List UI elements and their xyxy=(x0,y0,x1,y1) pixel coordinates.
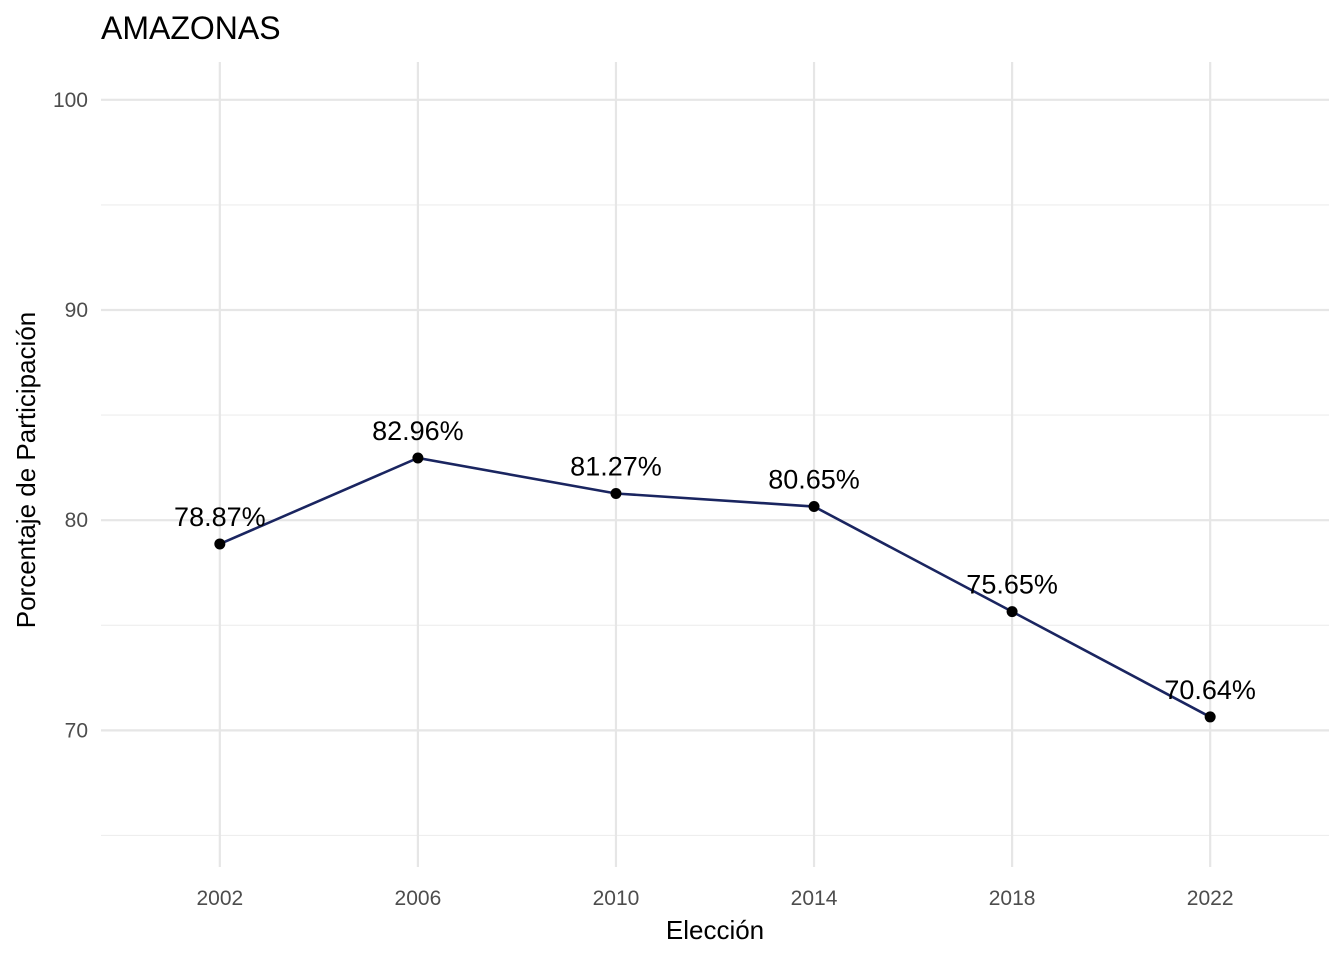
y-axis-title: Porcentaje de Participación xyxy=(11,312,41,629)
chart-title: AMAZONAS xyxy=(101,10,281,46)
y-tick-label: 90 xyxy=(65,299,88,322)
x-tick-label: 2006 xyxy=(395,887,442,910)
data-label: 81.27% xyxy=(570,452,662,482)
data-point xyxy=(808,501,820,513)
series-line xyxy=(219,456,1211,719)
x-tick-label: 2014 xyxy=(791,887,838,910)
data-label: 82.96% xyxy=(372,416,464,446)
series-layer: 78.87% 82.96% 81.27% 80.65% 75.65% 70.64% xyxy=(174,416,1256,723)
data-label: 80.65% xyxy=(768,465,860,495)
x-tick-label: 2018 xyxy=(989,887,1036,910)
y-tick-label: 70 xyxy=(65,719,88,742)
data-label: 70.64% xyxy=(1164,675,1256,705)
data-label: 78.87% xyxy=(174,502,266,532)
data-label: 75.65% xyxy=(966,570,1058,600)
x-tick-labels: 2002 2006 2010 2014 2018 2022 xyxy=(196,887,1233,910)
x-tick-label: 2022 xyxy=(1187,887,1234,910)
y-tick-labels: 70 80 90 100 xyxy=(53,89,88,743)
data-point xyxy=(1204,711,1216,723)
data-point xyxy=(412,452,424,464)
x-tick-label: 2010 xyxy=(593,887,640,910)
data-point xyxy=(1006,606,1018,618)
y-tick-label: 80 xyxy=(65,509,88,532)
data-point xyxy=(214,538,226,550)
x-tick-label: 2002 xyxy=(196,887,243,910)
data-point xyxy=(610,488,622,500)
y-tick-label: 100 xyxy=(53,89,88,112)
grid xyxy=(101,62,1329,867)
x-axis-title: Elección xyxy=(666,915,764,945)
